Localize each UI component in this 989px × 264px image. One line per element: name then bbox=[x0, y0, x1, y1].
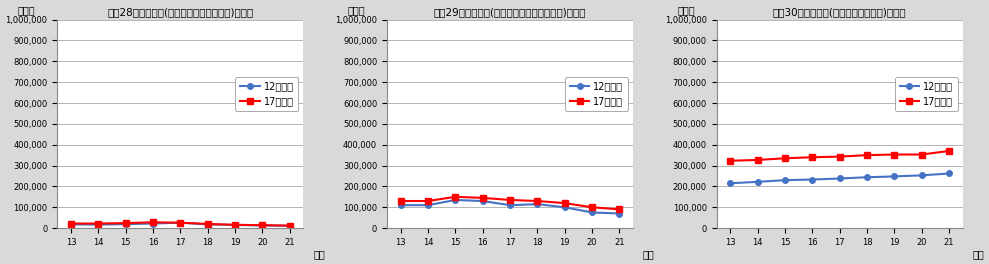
Text: 年度: 年度 bbox=[972, 249, 984, 259]
Text: 百万円: 百万円 bbox=[18, 6, 36, 16]
17年基準 bbox=[916, 153, 928, 156]
Legend: 12年基準, 17年基準: 12年基準, 17年基準 bbox=[235, 77, 299, 111]
17年基準 bbox=[284, 224, 296, 227]
12年基準 bbox=[92, 223, 104, 226]
12年基準 bbox=[477, 199, 489, 202]
12年基準 bbox=[861, 176, 873, 179]
17年基準 bbox=[861, 154, 873, 157]
17年基準 bbox=[834, 155, 846, 158]
17年基準 bbox=[229, 223, 241, 226]
12年基準 bbox=[916, 174, 928, 177]
17年基準 bbox=[395, 199, 406, 202]
12年基準 bbox=[586, 211, 598, 214]
17年基準 bbox=[477, 196, 489, 200]
Text: 年度: 年度 bbox=[643, 249, 655, 259]
12年基準 bbox=[504, 204, 516, 207]
12年基準 bbox=[806, 178, 818, 181]
Text: 百万円: 百万円 bbox=[347, 6, 365, 16]
12年基準 bbox=[147, 222, 159, 225]
Line: 12年基準: 12年基準 bbox=[398, 197, 622, 216]
17年基準 bbox=[613, 208, 625, 211]
12年基準 bbox=[229, 223, 241, 227]
Line: 17年基準: 17年基準 bbox=[398, 194, 622, 212]
12年基準 bbox=[559, 206, 571, 209]
12年基準 bbox=[256, 224, 268, 227]
17年基準 bbox=[92, 222, 104, 225]
17年基準 bbox=[944, 149, 955, 153]
17年基準 bbox=[806, 156, 818, 159]
12年基準 bbox=[613, 212, 625, 215]
17年基準 bbox=[559, 201, 571, 205]
Line: 17年基準: 17年基準 bbox=[68, 219, 293, 228]
12年基準 bbox=[724, 182, 736, 185]
17年基準 bbox=[531, 199, 543, 202]
Line: 12年基準: 12年基準 bbox=[68, 220, 293, 229]
Title: （図28）企業所得(個人企業･農林水産業)の比較: （図28）企業所得(個人企業･農林水産業)の比較 bbox=[107, 7, 253, 17]
12年基準 bbox=[174, 221, 186, 224]
12年基準 bbox=[202, 223, 214, 226]
17年基準 bbox=[724, 159, 736, 162]
17年基準 bbox=[779, 157, 791, 160]
12年基準 bbox=[888, 175, 900, 178]
17年基準 bbox=[888, 153, 900, 156]
12年基準 bbox=[395, 204, 406, 207]
17年基準 bbox=[202, 222, 214, 225]
Text: 年度: 年度 bbox=[314, 249, 325, 259]
12年基準 bbox=[779, 178, 791, 182]
17年基準 bbox=[174, 221, 186, 224]
12年基準 bbox=[422, 204, 434, 207]
12年基準 bbox=[834, 177, 846, 180]
Title: （図30）企業所得(個人企業･持ち家)の比較: （図30）企業所得(個人企業･持ち家)の比較 bbox=[772, 7, 907, 17]
12年基準 bbox=[449, 198, 461, 201]
17年基準 bbox=[449, 195, 461, 199]
17年基準 bbox=[147, 221, 159, 224]
17年基準 bbox=[504, 198, 516, 201]
12年基準 bbox=[65, 223, 77, 226]
Legend: 12年基準, 17年基準: 12年基準, 17年基準 bbox=[895, 77, 957, 111]
Title: （図29）企業所得(個人企業･その他の産業)の比較: （図29）企業所得(個人企業･その他の産業)の比較 bbox=[434, 7, 586, 17]
17年基準 bbox=[422, 199, 434, 202]
Line: 12年基準: 12年基準 bbox=[728, 171, 951, 186]
Text: 百万円: 百万円 bbox=[677, 6, 695, 16]
17年基準 bbox=[65, 222, 77, 225]
17年基準 bbox=[120, 221, 132, 225]
12年基準 bbox=[284, 224, 296, 227]
17年基準 bbox=[752, 158, 764, 162]
12年基準 bbox=[120, 223, 132, 226]
17年基準 bbox=[586, 206, 598, 209]
17年基準 bbox=[256, 224, 268, 227]
Legend: 12年基準, 17年基準: 12年基準, 17年基準 bbox=[565, 77, 628, 111]
12年基準 bbox=[531, 202, 543, 206]
Line: 17年基準: 17年基準 bbox=[728, 148, 951, 164]
12年基準 bbox=[944, 172, 955, 175]
12年基準 bbox=[752, 180, 764, 183]
